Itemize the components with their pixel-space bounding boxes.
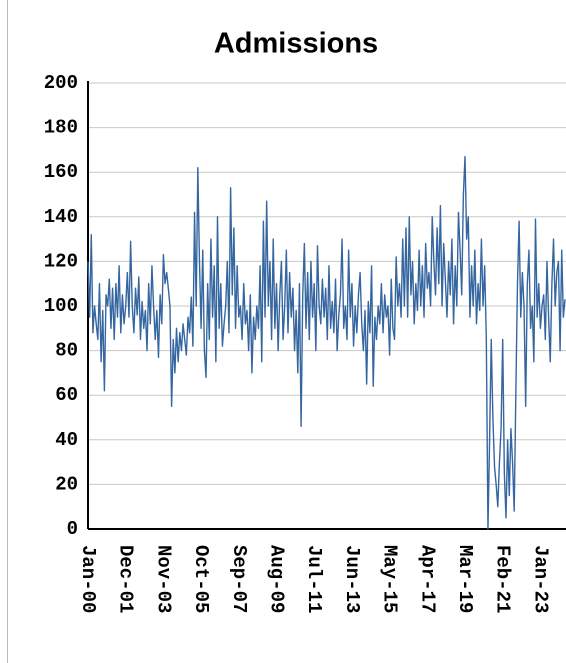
x-tick-label: Jan-23 [529,545,551,613]
y-tick-label: 80 [55,340,78,362]
y-tick-label: 180 [44,117,78,139]
x-tick-label: Aug-09 [265,545,287,613]
x-tick-label: Feb-21 [492,545,514,613]
y-tick-label: 20 [55,473,78,495]
y-tick-label: 40 [55,429,78,451]
x-tick-label: Nov-03 [152,545,174,613]
x-tick-label: Apr-17 [416,545,438,613]
x-tick-label: Jul-11 [303,545,325,613]
x-tick-label: May-15 [379,545,401,613]
x-tick-label: Sep-07 [228,545,250,613]
x-tick-label: Dec-01 [115,545,137,613]
y-tick-label: 60 [55,384,78,406]
y-tick-label: 100 [44,295,78,317]
y-tick-label: 200 [44,72,78,94]
y-tick-label: 140 [44,206,78,228]
chart-title: Admissions [214,28,378,60]
data-line [87,155,566,530]
x-tick-label: Oct-05 [190,545,212,613]
y-tick-label: 0 [67,518,78,540]
x-tick-label: Mar-19 [454,545,476,613]
y-tick-label: 160 [44,161,78,183]
x-tick-label: Jan-00 [77,545,99,613]
x-tick-label: Jun-13 [341,545,363,613]
y-tick-label: 120 [44,250,78,272]
